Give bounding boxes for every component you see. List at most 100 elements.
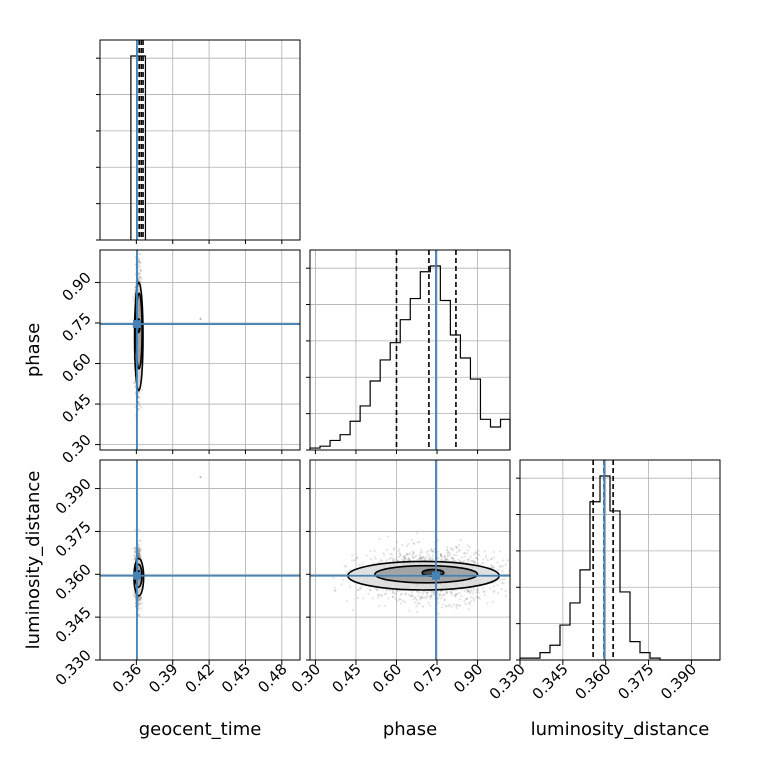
- scatter-point: [418, 553, 422, 556]
- scatter-point: [422, 555, 425, 559]
- scatter-point: [137, 259, 141, 262]
- y-tick-label-luminosity-distance: 0.390: [52, 475, 95, 518]
- scatter-point: [139, 548, 143, 551]
- scatter-point: [430, 594, 433, 598]
- scatter-point: [440, 606, 444, 609]
- scatter-point: [461, 560, 464, 564]
- scatter-point: [406, 552, 409, 555]
- scatter-point: [353, 559, 356, 562]
- scatter-point: [133, 405, 136, 408]
- scatter-point: [457, 558, 460, 561]
- scatter-point: [390, 553, 394, 556]
- scatter-point: [439, 555, 443, 558]
- scatter-point: [137, 607, 140, 610]
- scatter-point: [473, 562, 476, 565]
- scatter-point: [450, 605, 453, 608]
- scatter-point: [398, 598, 401, 601]
- scatter-point: [414, 596, 417, 599]
- y-tick-label-luminosity-distance: 0.360: [52, 560, 95, 603]
- y-tick-label-phase: 0.75: [58, 309, 94, 345]
- scatter-point: [373, 555, 376, 558]
- scatter-point: [140, 596, 143, 599]
- scatter-point: [454, 589, 457, 592]
- joint-panel-geocent-time-vs-phase: [131, 250, 202, 450]
- scatter-point: [423, 596, 426, 599]
- scatter-point: [137, 407, 141, 411]
- scatter-point: [134, 597, 137, 600]
- truth-marker: [132, 320, 141, 329]
- scatter-point: [391, 590, 394, 593]
- scatter-point: [443, 556, 447, 559]
- scatter-point: [377, 594, 381, 597]
- scatter-point: [468, 601, 471, 604]
- scatter-point: [499, 550, 502, 553]
- scatter-point: [421, 605, 425, 608]
- scatter-point: [137, 603, 140, 606]
- scatter-point: [467, 558, 470, 561]
- scatter-point: [426, 592, 429, 595]
- scatter-point: [511, 590, 513, 592]
- scatter-point: [471, 592, 474, 595]
- scatter-point: [498, 564, 501, 567]
- scatter-point: [473, 561, 476, 564]
- scatter-point: [427, 549, 430, 553]
- scatter-point: [485, 556, 488, 560]
- scatter-point: [139, 595, 142, 598]
- scatter-point: [380, 594, 384, 597]
- histogram-phase: [309, 265, 511, 450]
- scatter-point: [412, 542, 416, 546]
- scatter-point: [355, 556, 358, 559]
- scatter-point: [138, 539, 141, 542]
- scatter-point: [502, 559, 505, 562]
- scatter-point: [138, 549, 141, 553]
- scatter-point: [199, 317, 202, 321]
- scatter-point: [430, 550, 433, 553]
- scatter-point: [501, 569, 504, 573]
- scatter-point: [459, 560, 462, 563]
- scatter-point: [398, 548, 401, 551]
- x-tick-label-luminosity-distance: 0.390: [657, 660, 700, 703]
- scatter-point: [443, 599, 446, 602]
- scatter-point: [491, 566, 495, 569]
- scatter-point: [467, 558, 470, 561]
- scatter-point: [446, 548, 449, 552]
- scatter-point: [139, 275, 142, 279]
- scatter-point: [393, 547, 396, 550]
- scatter-point: [467, 590, 470, 593]
- scatter-point: [429, 595, 432, 598]
- scatter-point: [422, 596, 425, 600]
- scatter-point: [445, 592, 448, 595]
- scatter-point: [360, 585, 363, 588]
- scatter-point: [416, 602, 420, 605]
- scatter-point: [402, 555, 405, 558]
- scatter-point: [139, 596, 142, 599]
- scatter-point: [459, 538, 462, 542]
- scatter-point: [376, 588, 379, 591]
- scatter-point: [456, 592, 459, 595]
- scatter-point: [349, 568, 352, 572]
- scatter-point: [457, 544, 461, 547]
- scatter-point: [430, 590, 433, 594]
- scatter-point: [383, 593, 386, 596]
- scatter-point: [358, 564, 362, 567]
- scatter-point: [138, 550, 141, 553]
- scatter-point: [132, 295, 135, 298]
- scatter-point: [520, 613, 522, 615]
- scatter-point: [134, 384, 137, 388]
- scatter-point: [422, 557, 426, 560]
- scatter-point: [404, 556, 407, 560]
- scatter-point: [137, 276, 141, 279]
- scatter-point: [439, 553, 443, 556]
- scatter-point: [410, 593, 413, 597]
- scatter-point: [422, 591, 425, 594]
- scatter-point: [412, 552, 415, 555]
- x-tick-label-phase: 0.45: [328, 660, 364, 696]
- scatter-point: [467, 589, 470, 592]
- scatter-point: [444, 558, 448, 561]
- scatter-point: [475, 557, 478, 560]
- scatter-point: [431, 590, 435, 594]
- scatter-point: [138, 552, 141, 555]
- scatter-point: [137, 396, 140, 399]
- scatter-point: [430, 556, 434, 560]
- scatter-point: [442, 603, 445, 606]
